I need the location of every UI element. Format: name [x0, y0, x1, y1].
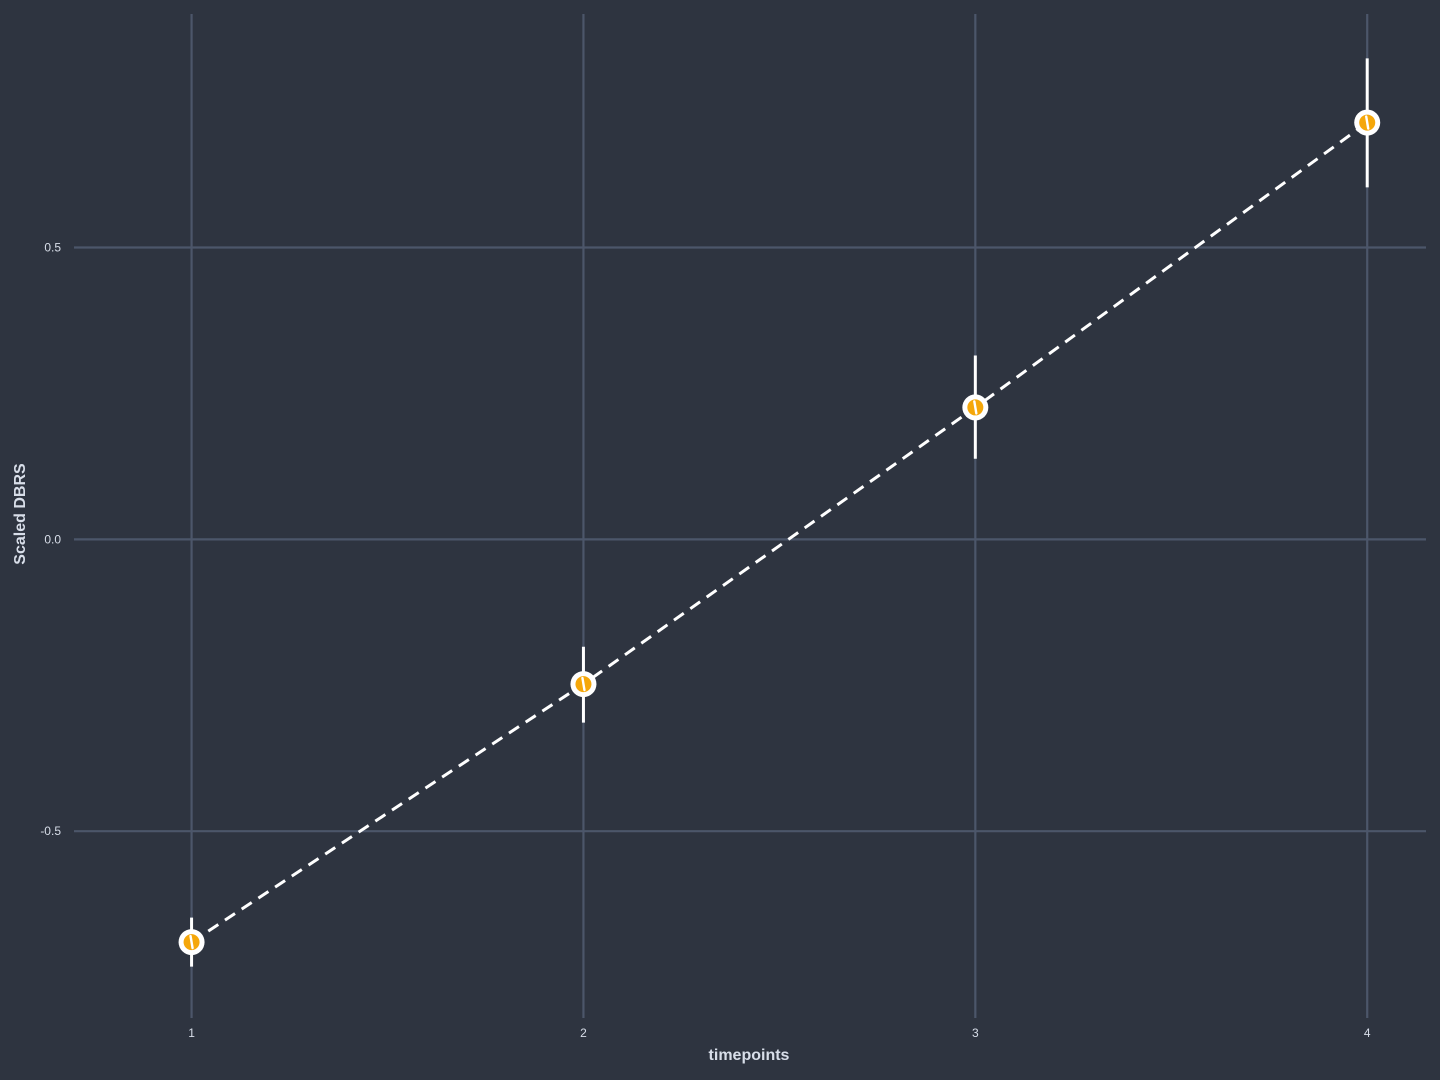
- data-point-notch: [973, 400, 978, 415]
- x-tick-label: 4: [1364, 1026, 1371, 1040]
- grid: [74, 14, 1426, 1018]
- data-point-notch: [189, 934, 194, 950]
- tick-labels: 1 2 3 4 -0.5 0.0 0.5: [40, 240, 1371, 1040]
- y-tick-label: -0.5: [40, 824, 61, 838]
- y-tick-label: 0.5: [44, 240, 61, 254]
- data-point-notch: [581, 676, 586, 692]
- data-point: [1354, 109, 1381, 136]
- data-point: [570, 671, 597, 698]
- x-tick-label: 3: [972, 1026, 979, 1040]
- data-point: [962, 394, 989, 421]
- data-point: [178, 929, 205, 956]
- x-axis-title: timepoints: [709, 1047, 790, 1064]
- y-axis-title: Scaled DBRS: [12, 463, 29, 565]
- series: [178, 58, 1381, 967]
- y-tick-label: 0.0: [44, 532, 61, 546]
- series-line: [190, 121, 1369, 944]
- x-tick-label: 2: [580, 1026, 587, 1040]
- data-point-notch: [1365, 115, 1370, 130]
- x-tick-label: 1: [188, 1026, 195, 1040]
